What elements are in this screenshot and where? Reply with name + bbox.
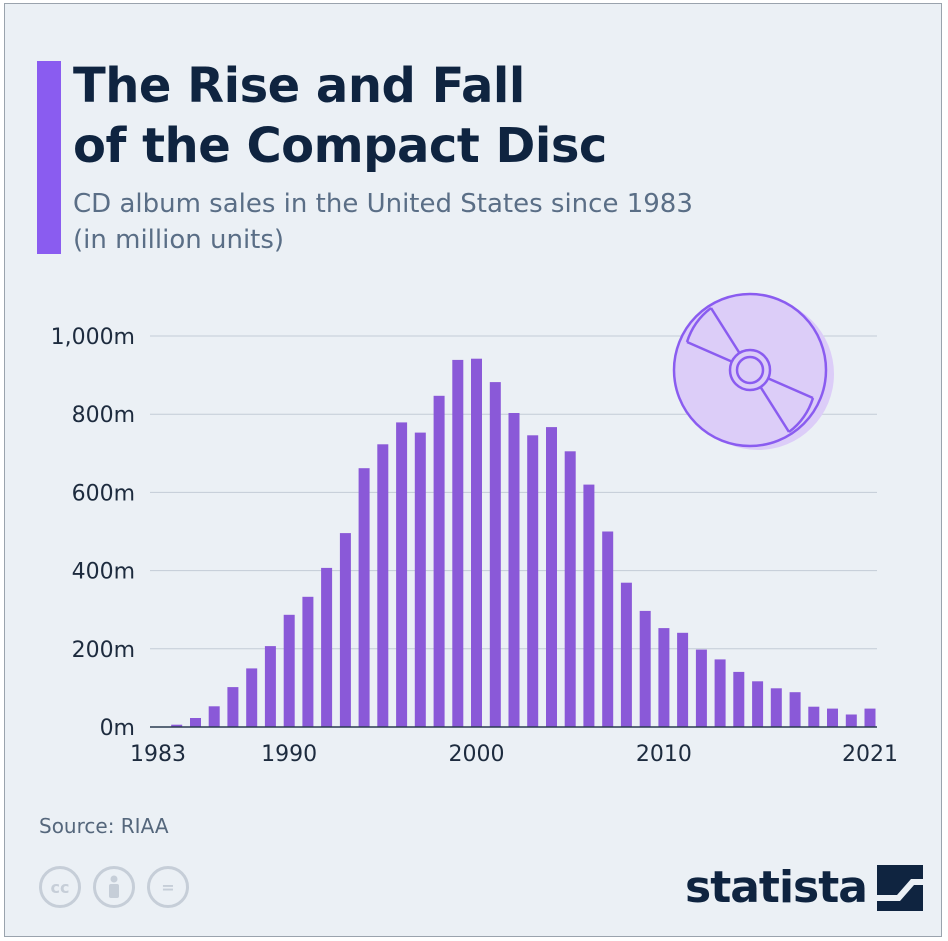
bar-2011 — [677, 632, 689, 727]
bar-2016 — [770, 688, 782, 727]
bar-1993 — [339, 533, 351, 727]
x-tick-label: 2010 — [636, 742, 692, 767]
y-tick-label: 200m — [72, 638, 135, 663]
x-tick-label: 1983 — [130, 742, 186, 767]
bar-1990 — [283, 614, 295, 727]
bar-1992 — [321, 567, 333, 727]
bar-2007 — [602, 531, 614, 727]
bar-2015 — [752, 681, 764, 727]
bar-2006 — [583, 484, 595, 727]
bar-1985 — [190, 718, 201, 727]
bar-1986 — [208, 706, 220, 727]
infographic-card: The Rise and Fall of the Compact Disc CD… — [4, 3, 942, 937]
creative-commons-icon[interactable]: cc — [39, 866, 81, 908]
bar-2018 — [808, 706, 820, 727]
bar-2000 — [471, 358, 482, 727]
bar-1984 — [171, 724, 183, 727]
bar-1991 — [302, 596, 314, 727]
bar-2012 — [695, 649, 707, 727]
bar-2021 — [864, 708, 876, 727]
bar-1997 — [414, 432, 426, 727]
bar-2009 — [639, 610, 651, 727]
chart-title: The Rise and Fall of the Compact Disc — [73, 56, 607, 176]
x-axis-tick-labels: 1983 1990 2000 2010 2021 — [130, 742, 898, 767]
bar-1987 — [227, 687, 239, 727]
chart-subtitle: CD album sales in the United States sinc… — [73, 186, 693, 258]
bar-2005 — [564, 451, 576, 727]
bars — [152, 358, 876, 727]
x-tick-label: 2000 — [449, 742, 505, 767]
title-line-2: of the Compact Disc — [73, 118, 607, 174]
license-icons: cc = — [39, 866, 189, 908]
brand-name: statista — [685, 862, 868, 913]
accent-bar — [37, 61, 61, 254]
y-axis-tick-labels: 0m 200m 400m 600m 800m 1,000m — [51, 325, 135, 741]
subtitle-line-2: (in million units) — [73, 225, 285, 255]
y-tick-label: 800m — [72, 403, 135, 428]
bar-1989 — [264, 646, 276, 727]
x-tick-label: 1990 — [261, 742, 317, 767]
source-note: Source: RIAA — [39, 814, 169, 838]
bar-2014 — [733, 671, 745, 727]
bar-1994 — [358, 468, 370, 727]
bar-1999 — [452, 359, 464, 727]
bar-1988 — [246, 668, 258, 727]
bar-2013 — [714, 659, 726, 727]
bar-2008 — [620, 582, 632, 727]
bar-2003 — [527, 435, 539, 727]
no-derivatives-icon[interactable]: = — [147, 866, 189, 908]
bar-2019 — [827, 708, 838, 727]
attribution-person-icon[interactable] — [93, 866, 135, 908]
disc-hub-inner — [735, 355, 765, 385]
bar-1996 — [396, 422, 408, 727]
bar-2010 — [658, 628, 670, 727]
title-line-1: The Rise and Fall — [73, 58, 525, 114]
bar-chart: 0m 200m 400m 600m 800m 1,000m 1983 1990 2000 201… — [51, 292, 898, 767]
bar-2002 — [508, 413, 520, 727]
bar-2020 — [845, 714, 857, 727]
y-tick-label: 400m — [72, 560, 135, 585]
subtitle-line-1: CD album sales in the United States sinc… — [73, 189, 693, 219]
y-tick-label: 1,000m — [51, 325, 135, 350]
y-tick-label: 0m — [100, 716, 135, 741]
statista-logo-icon — [876, 865, 923, 911]
bar-2004 — [546, 427, 557, 727]
x-tick-label: 2021 — [842, 742, 898, 767]
statista-brand[interactable]: statista — [685, 860, 923, 916]
bar-1995 — [377, 444, 389, 727]
bar-2017 — [789, 692, 801, 727]
disc-reflection — [686, 307, 814, 433]
bar-2001 — [489, 382, 501, 727]
y-tick-label: 600m — [72, 481, 135, 506]
compact-disc-icon — [672, 292, 834, 450]
bar-1998 — [433, 395, 445, 727]
